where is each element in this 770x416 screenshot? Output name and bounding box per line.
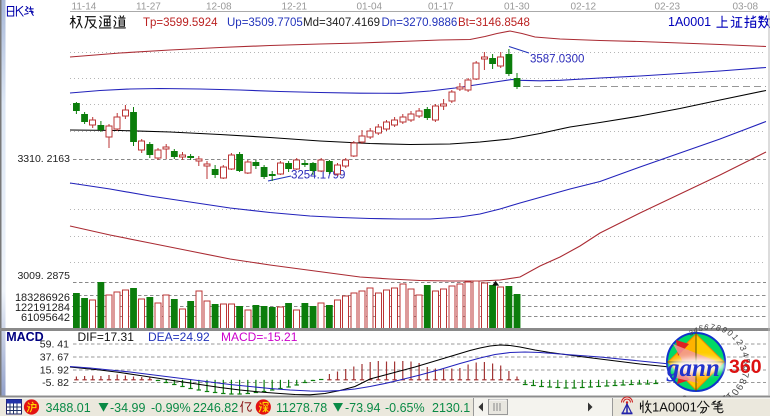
svg-text:02-23: 02-23 [655,2,681,13]
svg-text:1A0001: 1A0001 [652,400,697,415]
svg-text:DIF=17.31: DIF=17.31 [78,330,135,344]
svg-text:01-04: 01-04 [357,2,383,13]
svg-text:1: 1 [724,390,736,401]
svg-text:Up=3509.7705: Up=3509.7705 [227,17,303,29]
svg-text:MACD=-15.21: MACD=-15.21 [221,330,298,344]
svg-text:gann: gann [666,355,720,382]
svg-text:122191284: 122191284 [15,302,70,314]
svg-text:7: 7 [709,322,717,332]
svg-text:6: 6 [742,366,752,371]
svg-text:9: 9 [733,382,745,392]
svg-text:-73.94: -73.94 [345,401,380,415]
svg-text:-34.99: -34.99 [110,401,145,415]
svg-text:03-08: 03-08 [733,2,759,13]
svg-text:MACD: MACD [6,330,44,344]
svg-text:2246.82: 2246.82 [193,401,238,415]
svg-text:0: 0 [725,328,736,339]
svg-text:11-14: 11-14 [72,2,97,13]
svg-text:3488.01: 3488.01 [46,401,91,415]
svg-text:Md=3407.4169: Md=3407.4169 [303,17,380,29]
svg-text:61095642: 61095642 [21,312,70,324]
svg-text:360: 360 [729,356,762,378]
svg-text:15. 92: 15. 92 [40,365,69,377]
svg-text:4: 4 [693,326,698,335]
svg-text:11-27: 11-27 [136,2,161,13]
svg-text:5: 5 [741,358,751,364]
svg-text:59. 41: 59. 41 [40,339,69,351]
svg-text:3587.0300: 3587.0300 [530,53,584,65]
svg-text:Bt=3146.8548: Bt=3146.8548 [458,17,530,29]
svg-text:02-12: 02-12 [571,2,597,13]
svg-text:2130.1: 2130.1 [432,401,470,415]
svg-text:6: 6 [703,322,710,332]
svg-text:Tp=3599.5924: Tp=3599.5924 [143,17,218,29]
svg-text:-0.99%: -0.99% [151,401,191,415]
svg-text:Dn=3270.9886: Dn=3270.9886 [382,17,458,29]
svg-text:0: 0 [728,386,740,397]
svg-text:01-17: 01-17 [428,2,454,13]
svg-text:DEA=24.92: DEA=24.92 [148,330,210,344]
svg-text:7: 7 [740,372,751,379]
svg-text:2: 2 [734,338,745,347]
svg-text:12-08: 12-08 [206,2,232,13]
svg-text:3: 3 [738,344,749,352]
svg-text:9: 9 [720,324,730,335]
svg-text:37. 67: 37. 67 [40,352,69,364]
svg-text:12-21: 12-21 [282,2,308,13]
svg-text:-0.65%: -0.65% [385,401,425,415]
svg-text:1: 1 [730,332,741,342]
svg-text:1A0001: 1A0001 [668,15,711,29]
svg-text:3: 3 [688,328,694,338]
svg-text:8: 8 [714,323,723,333]
svg-text:3310. 2163: 3310. 2163 [17,153,70,165]
svg-text:01-30: 01-30 [504,2,530,13]
svg-text:-5. 82: -5. 82 [42,377,69,389]
svg-text:4: 4 [740,351,751,358]
svg-text:8: 8 [737,377,749,385]
svg-text:3009. 2875: 3009. 2875 [17,270,70,282]
svg-text:3254.1799: 3254.1799 [291,170,345,182]
svg-text:11278.78: 11278.78 [276,401,327,415]
svg-text:5: 5 [698,324,704,333]
svg-text:183286926: 183286926 [15,292,70,304]
